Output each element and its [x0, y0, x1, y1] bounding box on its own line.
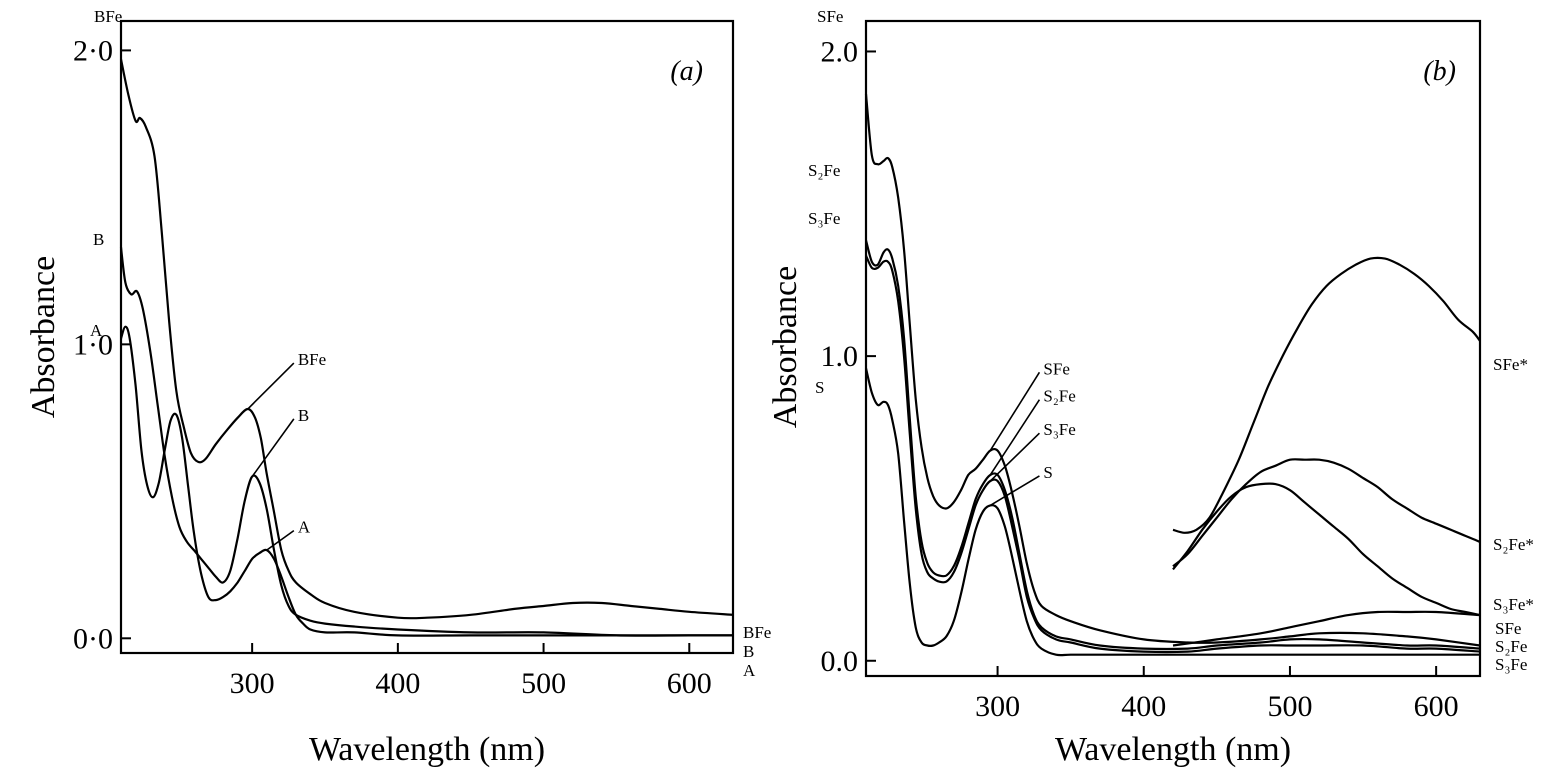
- right-label-b-3: SFe: [1495, 619, 1521, 638]
- right-label-b-2: S₃Fe*: [1493, 595, 1534, 614]
- x-axis-title-b: Wavelength (nm): [1055, 731, 1291, 768]
- annotations-b: SFe S₂Fe S₃Fe S: [989, 359, 1076, 507]
- annotations-a: BFe B A: [247, 350, 326, 551]
- curves-a: [119, 58, 734, 637]
- series-b-sfe-star-4: [1172, 256, 1481, 534]
- series-a-bfe-0: [119, 58, 734, 620]
- annotation-b-s3fe: S₃Fe: [1043, 420, 1075, 439]
- panel-label-b: (b): [1423, 56, 1456, 87]
- leader-b-sfe: [989, 371, 1041, 451]
- left-label-a-1: B: [93, 230, 104, 249]
- leader-b-s: [989, 475, 1040, 507]
- series-b-sfe-0: [864, 93, 1481, 647]
- x-tick-label-b-3: 600: [1414, 690, 1459, 723]
- annotation-a-b: B: [298, 406, 309, 425]
- leader-a-b: [251, 418, 295, 478]
- series-b-s-3: [864, 368, 1480, 657]
- x-tick-label-b-1: 400: [1121, 690, 1166, 723]
- y-tick-label-b-1: 1.0: [821, 340, 859, 373]
- annotation-a-bfe: BFe: [298, 350, 326, 369]
- series-a-a-2: [119, 325, 733, 637]
- x-tick-label-a-0: 300: [230, 667, 275, 700]
- leader-b-s3fe: [989, 432, 1040, 482]
- y-axis-title-a: Absorbance: [25, 256, 62, 418]
- leader-a-bfe: [247, 362, 295, 410]
- y-tick-label-a-1: 1·0: [73, 328, 113, 361]
- series-b-s2fe-star-5: [1172, 458, 1481, 568]
- right-label-b-5: S₃Fe: [1495, 655, 1527, 674]
- ticks-a: 300 400 500 600 0·0 1·0 2·0: [73, 34, 712, 700]
- left-label-b-0: SFe: [817, 7, 843, 26]
- x-axis-title-a: Wavelength (nm): [309, 731, 545, 768]
- x-tick-label-a-3: 600: [667, 667, 712, 700]
- right-label-b-4: S₂Fe: [1495, 637, 1527, 656]
- right-label-b-0: SFe*: [1493, 355, 1528, 374]
- right-label-b-1: S₂Fe*: [1493, 535, 1534, 554]
- right-label-a-0: BFe: [743, 623, 771, 642]
- series-a-b-1: [119, 247, 733, 637]
- ticks-b: 300 400 500 600 0.0 1.0 2.0: [821, 35, 1459, 723]
- leader-b-s2fe: [989, 399, 1041, 476]
- right-label-a-2: A: [743, 661, 756, 680]
- leader-a-a: [266, 529, 295, 551]
- y-axis-title-b: Absorbance: [767, 266, 804, 428]
- annotation-b-s: S: [1043, 463, 1052, 482]
- plot-frame-a: [119, 19, 735, 655]
- series-b-s3fe-star-6: [1172, 482, 1481, 617]
- plot-frame-b: [864, 19, 1482, 678]
- annotation-b-s2fe: S₂Fe: [1043, 387, 1075, 406]
- panel-label-a: (a): [670, 56, 703, 87]
- annotation-a-a: A: [298, 518, 311, 537]
- y-tick-label-b-2: 2.0: [821, 35, 859, 68]
- left-label-b-3: S: [815, 378, 824, 397]
- y-tick-label-a-0: 0·0: [73, 622, 113, 655]
- series-b-s3fe-2: [865, 255, 1481, 654]
- left-label-a-0: BFe: [94, 7, 122, 26]
- left-label-b-1: S₂Fe: [808, 161, 840, 180]
- right-label-a-1: B: [743, 642, 754, 661]
- y-tick-label-b-0: 0.0: [821, 645, 859, 678]
- curves-b: [864, 93, 1481, 657]
- x-tick-label-a-1: 400: [375, 667, 420, 700]
- series-b-s2fe-1: [864, 240, 1481, 651]
- x-tick-label-a-2: 500: [521, 667, 566, 700]
- y-tick-label-a-2: 2·0: [73, 34, 113, 67]
- series-b-unnamed-7: [1172, 610, 1481, 647]
- x-tick-label-b-2: 500: [1267, 690, 1312, 723]
- x-tick-label-b-0: 300: [975, 690, 1020, 723]
- left-label-a-2: A: [90, 321, 103, 340]
- annotation-b-sfe: SFe: [1043, 359, 1069, 378]
- left-label-b-2: S₃Fe: [808, 209, 840, 228]
